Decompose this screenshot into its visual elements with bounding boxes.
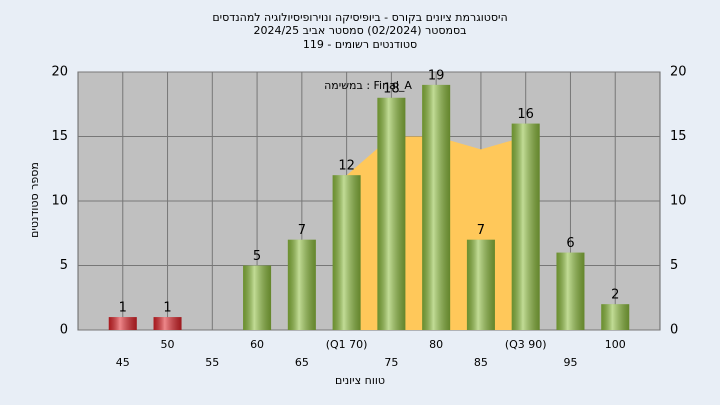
x-tick-label: (Q3 90) [505,338,547,351]
bar-shine [601,304,630,330]
x-tick-label: (Q1 70) [326,338,368,351]
y-axis-label: מספר סטודנטים [28,162,41,238]
annotation: במשימה : Final_A [324,79,412,92]
data-label: 12 [338,159,355,174]
bar-shine [153,317,182,330]
bar-shine [332,175,361,330]
y-tick-label: 15 [51,129,68,144]
x-tick-label: 65 [295,356,309,369]
x-tick-label: 100 [605,338,626,351]
x-tick-label: 80 [429,338,443,351]
data-label: 7 [477,223,485,238]
x-tick-label: 60 [250,338,264,351]
data-label: 1 [163,301,171,316]
bar-shine [243,265,272,330]
chart-subtitle: סטודנטים רשומים - 119 [303,38,417,51]
bar-shine [556,252,585,330]
data-label: 7 [298,223,306,238]
bar-shine [287,239,316,330]
bar-shine [422,84,451,331]
y-tick-label: 0 [60,323,68,338]
data-label: 18 [383,81,400,96]
data-label: 5 [253,249,261,264]
bar-shine [466,239,495,330]
x-tick-label: 50 [161,338,175,351]
x-tick-label: 55 [205,356,219,369]
y2-tick-label: 0 [670,323,678,338]
y-tick-label: 20 [51,65,68,80]
y-tick-label: 10 [51,194,68,209]
x-tick-label: 95 [563,356,577,369]
bar-shine [377,97,406,330]
chart-subtitle: בסמסטר (02/2024) סמסטר אביב 2024/25 [253,24,466,37]
y2-tick-label: 20 [670,65,687,80]
x-axis-label: טווח ציונים [335,374,385,387]
y2-tick-label: 5 [670,258,678,273]
data-label: 16 [517,107,534,122]
data-label: 6 [566,236,574,251]
data-label: 19 [428,68,445,83]
x-tick-label: 75 [384,356,398,369]
data-label: 1 [119,301,127,316]
bar-shine [511,123,540,330]
y2-tick-label: 15 [670,129,687,144]
data-label: 2 [611,288,619,303]
chart-title: היסטוגרמת ציונים בקורס - ביופיסיקה ונויר… [212,11,507,24]
x-tick-label: 85 [474,356,488,369]
y2-tick-label: 10 [670,194,687,209]
x-tick-label: 45 [116,356,130,369]
bar-shine [108,317,137,330]
y-tick-label: 5 [60,258,68,273]
